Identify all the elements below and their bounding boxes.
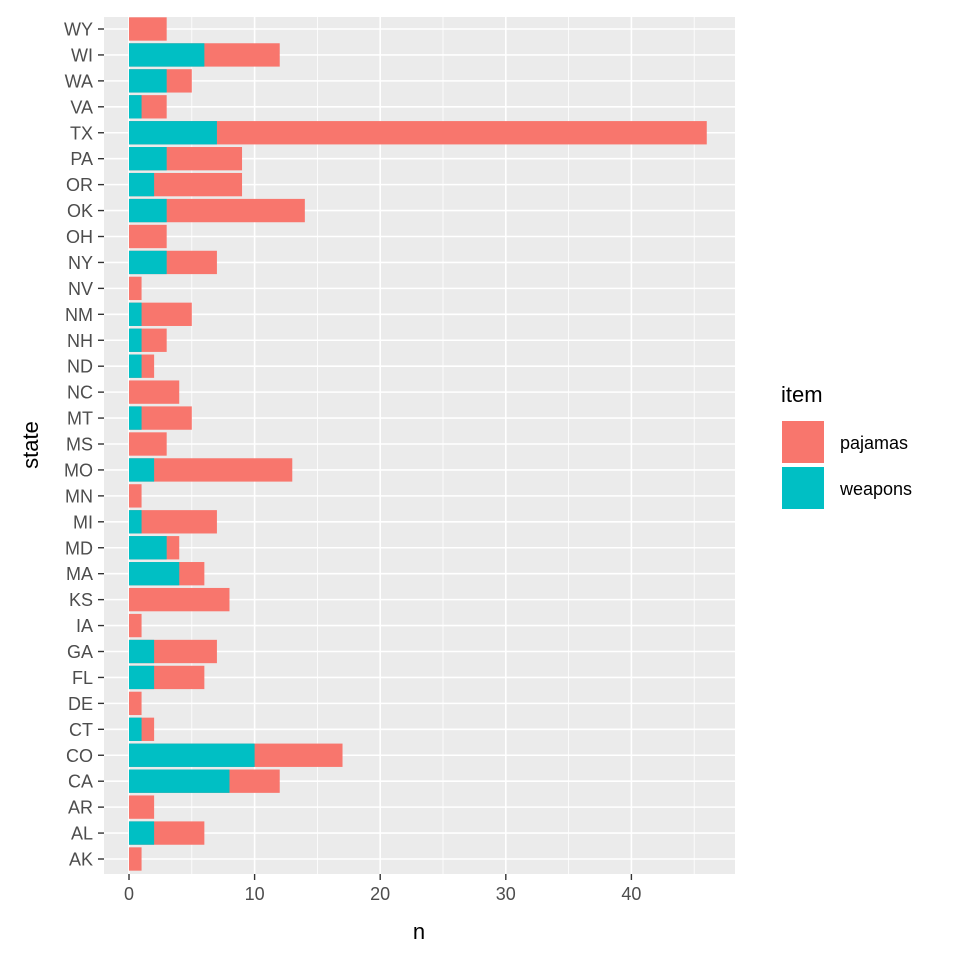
y-tick-label-mo: MO (64, 460, 93, 480)
legend-title: item (781, 382, 823, 407)
x-axis: 0 10 20 30 40 (124, 874, 641, 904)
bar-weapons-mi (129, 510, 142, 534)
y-tick-label-mi: MI (73, 512, 93, 532)
bar-pajamas-de (129, 691, 142, 716)
x-tick-label-30: 30 (496, 884, 516, 904)
bar-weapons-ga (129, 639, 155, 664)
y-tick-label-ok: OK (67, 201, 93, 221)
legend: item pajamas weapons (781, 382, 912, 509)
y-tick-label-fl: FL (72, 668, 93, 688)
y-tick-label-al: AL (71, 824, 93, 844)
y-tick-label-ms: MS (66, 435, 93, 455)
y-tick-label-co: CO (66, 746, 93, 766)
y-tick-label-or: OR (66, 175, 93, 195)
legend-key-pajamas (782, 421, 824, 463)
y-tick-label-ia: IA (76, 616, 93, 636)
bar-weapons-fl (129, 665, 155, 690)
bar-weapons-md (129, 536, 167, 560)
y-tick-label-wi: WI (71, 45, 93, 65)
y-tick-label-mt: MT (67, 409, 93, 429)
bar-weapons-nh (129, 328, 142, 352)
bar-weapons-al (129, 821, 155, 845)
x-tick-label-40: 40 (621, 884, 641, 904)
bar-weapons-mo (129, 458, 155, 482)
bar-weapons-ok (129, 198, 167, 223)
x-tick-label-20: 20 (370, 884, 390, 904)
y-tick-label-nc: NC (67, 383, 93, 403)
bar-pajamas-wy (129, 17, 167, 41)
y-tick-label-nv: NV (68, 279, 93, 299)
bar-pajamas-ms (129, 432, 167, 456)
legend-label-pajamas: pajamas (840, 433, 908, 453)
bar-weapons-mt (129, 406, 142, 430)
y-tick-label-wy: WY (64, 20, 93, 40)
x-axis-title: n (413, 919, 425, 944)
bar-pajamas-ks (129, 587, 230, 612)
x-tick-label-0: 0 (124, 884, 134, 904)
y-tick-label-md: MD (65, 538, 93, 558)
bar-pajamas-ak (129, 847, 142, 871)
bar-pajamas-ok (129, 198, 305, 223)
bar-pajamas-mt (129, 406, 192, 430)
bar-weapons-nd (129, 354, 142, 378)
y-tick-label-nh: NH (67, 331, 93, 351)
y-tick-label-de: DE (68, 694, 93, 714)
y-tick-label-nm: NM (65, 305, 93, 325)
y-tick-label-nd: ND (67, 357, 93, 377)
legend-key-weapons (782, 467, 824, 509)
bar-weapons-va (129, 95, 142, 119)
y-tick-label-wa: WA (65, 71, 93, 91)
bar-pajamas-nc (129, 380, 180, 404)
y-tick-label-oh: OH (66, 227, 93, 247)
bar-weapons-ny (129, 250, 167, 275)
bar-pajamas-mi (129, 510, 217, 534)
bar-pajamas-oh (129, 224, 167, 249)
bar-weapons-tx (129, 121, 217, 145)
y-tick-label-ga: GA (67, 642, 93, 662)
bar-pajamas-ia (129, 613, 142, 638)
bar-pajamas-or (129, 172, 243, 197)
y-tick-label-ct: CT (69, 720, 93, 740)
y-tick-label-va: VA (70, 97, 93, 117)
bar-weapons-or (129, 172, 155, 197)
bar-weapons-nm (129, 302, 142, 326)
bar-pajamas-nv (129, 276, 142, 301)
y-tick-label-ca: CA (68, 772, 93, 792)
bars (129, 17, 707, 871)
bar-weapons-pa (129, 147, 167, 171)
y-tick-label-mn: MN (65, 486, 93, 506)
y-axis: WY WI WA VA TX PA OR OK OH NY NV NM NH ND NC MT MS MO MN MI… (64, 20, 104, 870)
bar-pajamas-mn (129, 484, 142, 508)
bar-pajamas-mo (129, 458, 293, 482)
legend-label-weapons: weapons (839, 479, 912, 499)
y-tick-label-ks: KS (69, 590, 93, 610)
bar-weapons-wa (129, 69, 167, 93)
y-tick-label-ny: NY (68, 253, 93, 273)
y-tick-label-pa: PA (70, 149, 93, 169)
bar-pajamas-tx (129, 121, 707, 145)
y-tick-label-ak: AK (69, 850, 93, 870)
bar-weapons-ct (129, 717, 142, 741)
bar-weapons-ca (129, 769, 230, 793)
bar-weapons-co (129, 743, 255, 767)
y-axis-title: state (18, 421, 43, 469)
bar-pajamas-nm (129, 302, 192, 326)
y-tick-label-tx: TX (70, 123, 93, 143)
bar-pajamas-ar (129, 795, 155, 819)
y-tick-label-ar: AR (68, 798, 93, 818)
x-tick-label-10: 10 (245, 884, 265, 904)
bar-weapons-wi (129, 43, 205, 67)
y-tick-label-ma: MA (66, 564, 93, 584)
bar-weapons-ma (129, 562, 180, 586)
